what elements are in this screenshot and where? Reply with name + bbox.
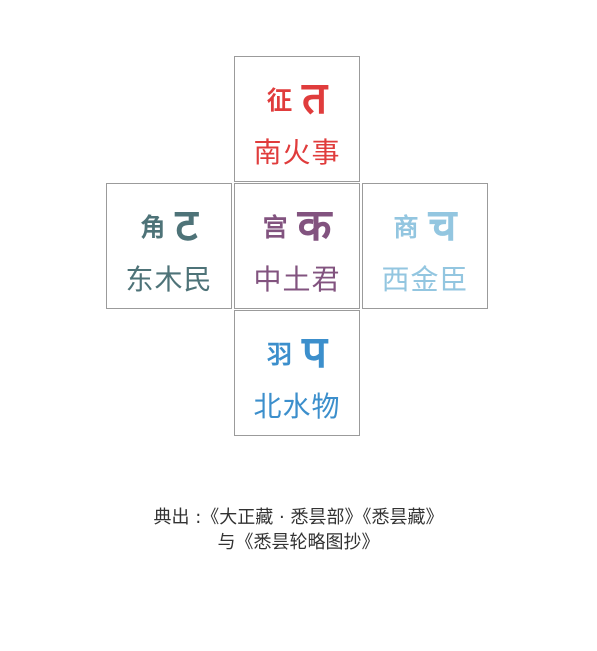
tone-gong: 宫 bbox=[262, 213, 288, 242]
glyph-ca: च bbox=[428, 200, 457, 251]
glyph-pa: प bbox=[302, 327, 327, 378]
tone-shang: 商 bbox=[393, 213, 419, 242]
label-east-wood-people: 东木民 bbox=[125, 263, 213, 296]
glyph-ta: त bbox=[301, 73, 328, 124]
label-west-metal-minister: 西金臣 bbox=[381, 263, 469, 296]
tone-yu: 羽 bbox=[266, 340, 292, 369]
glyph-ka: क bbox=[297, 200, 332, 251]
source-citation-line1: 典出 :《大正藏 · 悉昙部》《悉昙藏》 bbox=[153, 507, 444, 528]
label-center-earth-ruler: 中土君 bbox=[253, 263, 341, 296]
tone-zhi: 征 bbox=[266, 86, 292, 115]
label-north-water-things: 北水物 bbox=[253, 390, 341, 423]
tone-jue: 角 bbox=[140, 213, 166, 242]
glyph-tta: ट bbox=[175, 200, 198, 251]
source-citation-line2: 与《悉昙轮略图抄》 bbox=[217, 532, 380, 553]
label-south-fire-affairs: 南火事 bbox=[253, 136, 341, 169]
